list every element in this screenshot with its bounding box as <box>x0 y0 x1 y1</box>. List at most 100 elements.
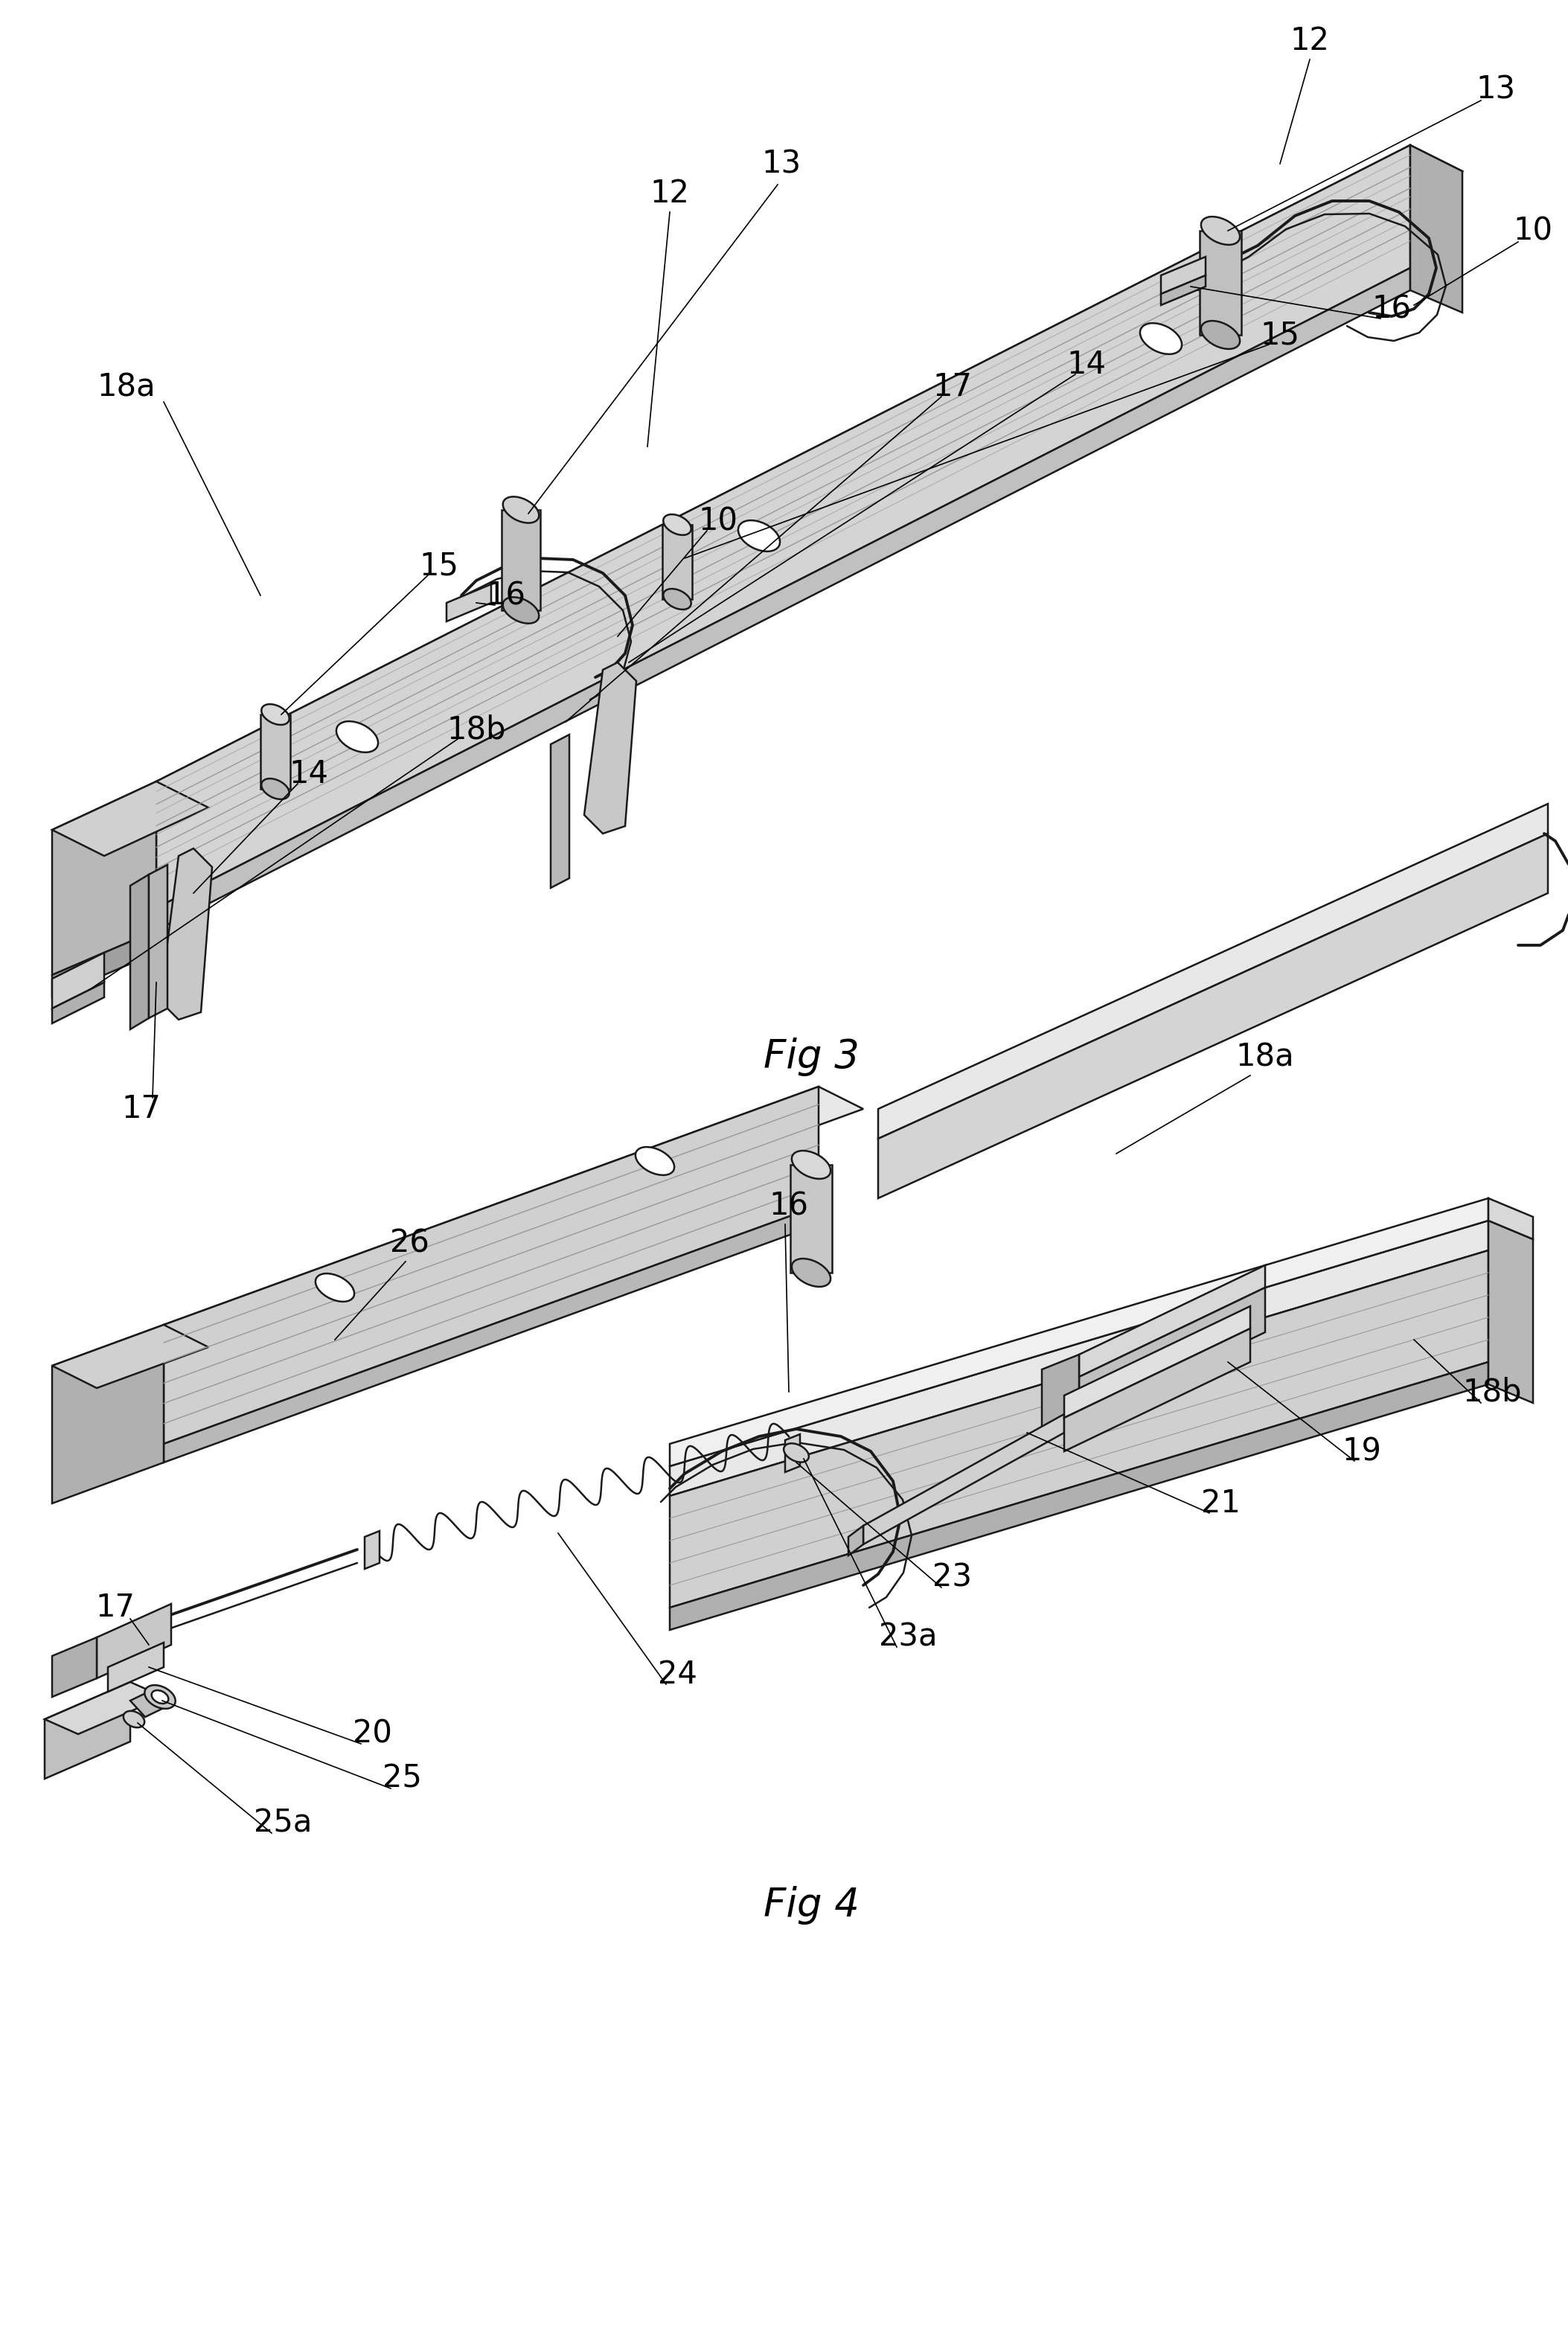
Polygon shape <box>365 1531 379 1568</box>
Text: 12: 12 <box>1290 26 1330 56</box>
Ellipse shape <box>152 1690 168 1704</box>
Polygon shape <box>790 1165 833 1272</box>
Text: 13: 13 <box>1475 75 1516 105</box>
Polygon shape <box>163 1088 864 1347</box>
Text: 16: 16 <box>486 579 525 612</box>
Polygon shape <box>52 952 103 1008</box>
Polygon shape <box>670 1363 1488 1629</box>
Text: 15: 15 <box>1261 320 1300 350</box>
Polygon shape <box>157 268 1410 931</box>
Text: 17: 17 <box>122 1092 162 1125</box>
Text: 25a: 25a <box>254 1809 312 1839</box>
Polygon shape <box>44 1683 163 1734</box>
Polygon shape <box>1160 257 1206 294</box>
Text: 10: 10 <box>1513 215 1552 247</box>
Polygon shape <box>1065 1328 1250 1452</box>
Polygon shape <box>1079 1265 1265 1377</box>
Text: 18b: 18b <box>447 714 506 745</box>
Polygon shape <box>149 866 168 1018</box>
Polygon shape <box>447 584 491 621</box>
Text: 10: 10 <box>698 506 739 537</box>
Ellipse shape <box>315 1274 354 1302</box>
Ellipse shape <box>792 1258 831 1286</box>
Ellipse shape <box>784 1442 809 1461</box>
Text: 20: 20 <box>353 1718 392 1750</box>
Polygon shape <box>878 833 1548 1197</box>
Polygon shape <box>44 1683 130 1779</box>
Polygon shape <box>670 1251 1488 1608</box>
Text: 18b: 18b <box>1463 1377 1521 1407</box>
Polygon shape <box>52 1638 97 1697</box>
Ellipse shape <box>262 705 289 726</box>
Text: 18a: 18a <box>1236 1041 1294 1074</box>
Polygon shape <box>662 525 691 600</box>
Polygon shape <box>1079 1288 1265 1421</box>
Polygon shape <box>1410 145 1463 313</box>
Text: Fig 4: Fig 4 <box>764 1886 859 1926</box>
Polygon shape <box>130 1687 171 1718</box>
Polygon shape <box>1065 1307 1250 1417</box>
Text: 21: 21 <box>1201 1487 1240 1519</box>
Ellipse shape <box>124 1711 144 1727</box>
Polygon shape <box>1488 1197 1534 1239</box>
Polygon shape <box>260 714 290 789</box>
Text: 13: 13 <box>762 147 801 180</box>
Text: Fig 3: Fig 3 <box>764 1039 859 1076</box>
Polygon shape <box>163 1207 818 1463</box>
Text: 16: 16 <box>1372 294 1411 324</box>
Polygon shape <box>585 663 637 833</box>
Polygon shape <box>160 850 212 1020</box>
Text: 24: 24 <box>657 1659 696 1690</box>
Ellipse shape <box>1201 217 1240 245</box>
Ellipse shape <box>1140 322 1182 355</box>
Polygon shape <box>52 931 157 997</box>
Ellipse shape <box>262 780 289 798</box>
Polygon shape <box>52 1326 209 1389</box>
Polygon shape <box>163 1088 818 1445</box>
Polygon shape <box>670 1221 1488 1496</box>
Polygon shape <box>157 145 1463 808</box>
Polygon shape <box>1041 1354 1079 1435</box>
Text: 14: 14 <box>1066 350 1107 380</box>
Ellipse shape <box>336 721 378 752</box>
Polygon shape <box>1488 1221 1534 1403</box>
Text: 26: 26 <box>389 1228 430 1258</box>
Polygon shape <box>1160 275 1206 306</box>
Text: 12: 12 <box>651 177 690 210</box>
Polygon shape <box>878 803 1548 1139</box>
Ellipse shape <box>739 520 779 551</box>
Text: 23a: 23a <box>878 1622 938 1652</box>
Polygon shape <box>550 735 569 887</box>
Polygon shape <box>52 782 209 857</box>
Polygon shape <box>52 1326 163 1503</box>
Polygon shape <box>97 1603 171 1678</box>
Text: 14: 14 <box>289 759 329 789</box>
Polygon shape <box>864 1414 1065 1545</box>
Text: 18a: 18a <box>97 371 155 404</box>
Ellipse shape <box>144 1685 176 1708</box>
Polygon shape <box>1200 231 1242 334</box>
Ellipse shape <box>503 497 539 523</box>
Ellipse shape <box>792 1151 831 1179</box>
Polygon shape <box>157 145 1410 908</box>
Polygon shape <box>108 1643 163 1692</box>
Ellipse shape <box>635 1146 674 1174</box>
Ellipse shape <box>663 513 691 534</box>
Polygon shape <box>52 782 157 976</box>
Polygon shape <box>130 875 149 1029</box>
Ellipse shape <box>663 588 691 609</box>
Polygon shape <box>848 1526 864 1554</box>
Ellipse shape <box>1201 320 1240 350</box>
Text: 25: 25 <box>383 1762 422 1795</box>
Text: 16: 16 <box>770 1190 809 1221</box>
Text: 15: 15 <box>419 551 459 581</box>
Text: 19: 19 <box>1342 1435 1381 1468</box>
Text: 17: 17 <box>933 371 972 404</box>
Polygon shape <box>502 509 541 609</box>
Polygon shape <box>786 1433 800 1473</box>
Text: 17: 17 <box>96 1592 135 1622</box>
Ellipse shape <box>503 598 539 623</box>
Polygon shape <box>670 1197 1488 1466</box>
Text: 23: 23 <box>933 1561 972 1594</box>
Polygon shape <box>52 983 103 1022</box>
